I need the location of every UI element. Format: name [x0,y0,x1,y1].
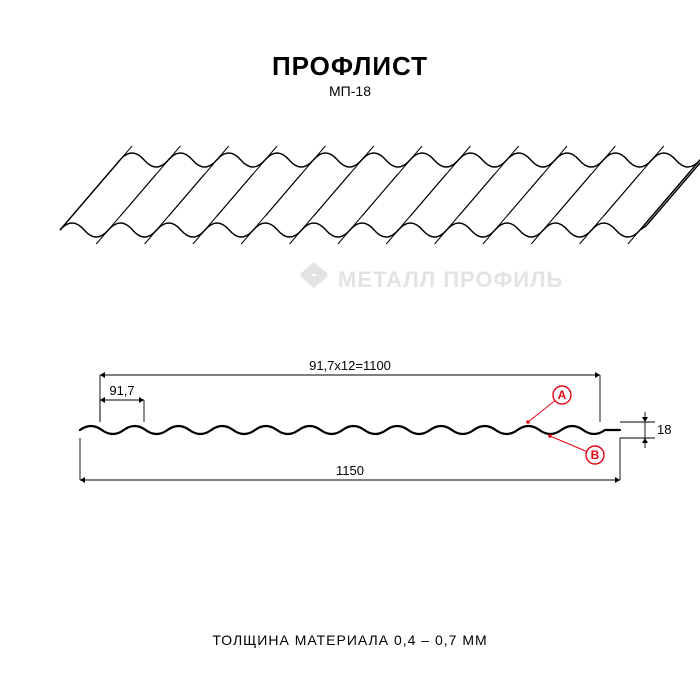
dim-label: 1150 [336,463,364,478]
page-subtitle: МП-18 [329,83,371,99]
dim-label: 91,7 [109,383,134,398]
footer-text: ТОЛЩИНА МАТЕРИАЛА 0,4 – 0,7 ММ [212,632,487,648]
callouts: AB [526,386,604,464]
watermark: МЕТАЛЛ ПРОФИЛЬ [300,262,563,292]
diagram-canvas: ПРОФЛИСТ МП-18 МЕТАЛЛ ПРОФИЛЬ 91,7х12=11… [0,0,700,700]
profile-cross-section [80,426,620,434]
dim-label-height: 18 [657,422,671,437]
dimension-lines: 91,7х12=1100 91,7 1150 18 [80,358,671,483]
callout-A: A [558,388,567,402]
callout-B: B [591,448,600,462]
perspective-sheet [60,146,700,244]
dim-label: 91,7х12=1100 [309,358,391,373]
watermark-text: МЕТАЛЛ ПРОФИЛЬ [338,267,563,292]
page-title: ПРОФЛИСТ [272,51,428,81]
